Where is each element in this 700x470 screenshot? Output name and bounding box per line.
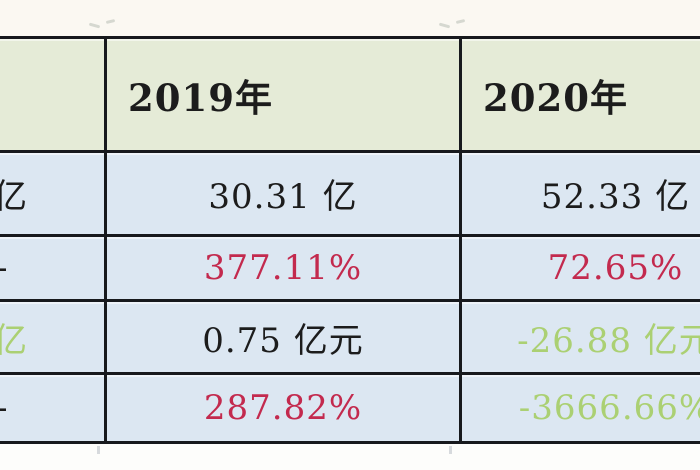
cell-row1-prev: 亿 [0, 153, 107, 237]
cropped-bottom-margin [0, 444, 700, 470]
header-cell-prev-year [0, 39, 107, 153]
cell-row3-2019: 0.75 亿元 [107, 302, 462, 375]
cell-row3-2020: -26.88 亿元 [462, 302, 700, 375]
cropped-top-margin [0, 0, 700, 36]
cell-row1-2019: 30.31 亿 [107, 153, 462, 237]
cell-row2-prev: - [0, 237, 107, 302]
header-cell-2020: 2020年 [462, 39, 700, 153]
header-cell-2019: 2019年 [107, 39, 462, 153]
border-remnant-stub-left [97, 446, 100, 454]
border-remnant-stub-right [449, 446, 452, 454]
cell-row2-prev-value: - [0, 248, 9, 288]
cell-row4-2020: -3666.66% [462, 375, 700, 444]
cropped-text-remnant-left [88, 19, 118, 30]
financial-table: 2019年 2020年 亿 30.31 亿 52.33 亿 - 377.11% … [0, 36, 700, 444]
cropped-text-remnant-right [438, 19, 468, 30]
cell-row2-2019: 377.11% [107, 237, 462, 302]
cell-row1-prev-value: 亿 [0, 169, 28, 218]
cell-row3-prev-value: 亿 [0, 313, 28, 362]
cell-row4-2019: 287.82% [107, 375, 462, 444]
cell-row4-prev-value: - [0, 388, 9, 428]
cell-row4-prev: - [0, 375, 107, 444]
cell-row2-2020: 72.65% [462, 237, 700, 302]
cell-row3-prev: 亿 [0, 302, 107, 375]
cell-row1-2020: 52.33 亿 [462, 153, 700, 237]
